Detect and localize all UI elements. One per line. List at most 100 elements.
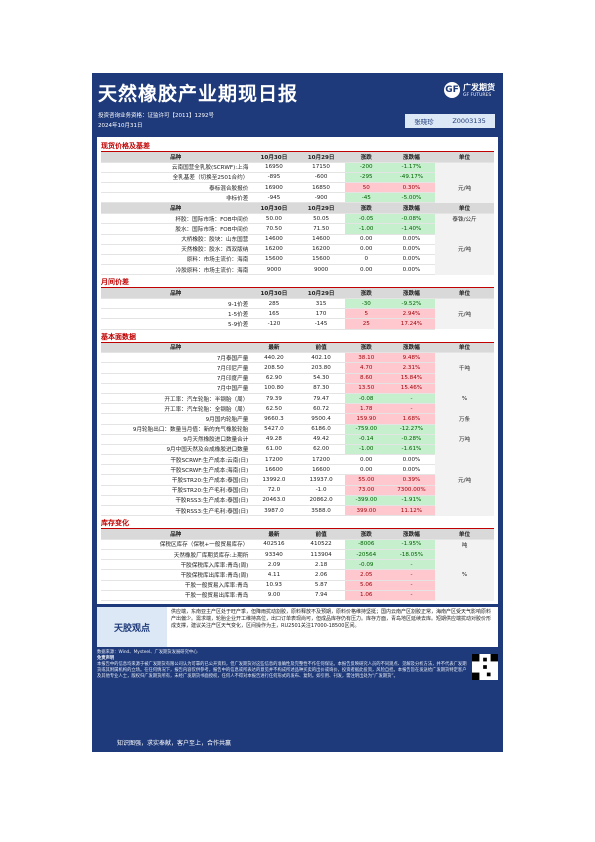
unit	[435, 298, 494, 309]
cell: 1.78	[344, 403, 388, 415]
cell: 315	[297, 298, 345, 310]
item-name: 干胶一般贸易出库率:青岛	[101, 590, 251, 602]
cell: -49.17%	[387, 172, 436, 184]
cell: 440.20	[250, 352, 298, 364]
column-header: 单位	[435, 152, 494, 163]
cell: -1.40%	[387, 223, 436, 235]
cell: 0	[344, 254, 388, 266]
table-row: 开工率：汽车轮胎：半钢胎（周） 79.39 79.47 -0.08-%	[101, 393, 494, 405]
cell: -1.91%	[387, 495, 436, 507]
company-name-en: GF FUTURES	[463, 93, 492, 98]
column-header: 涨跌幅	[387, 529, 436, 540]
unit: 万吨	[435, 434, 494, 445]
cell: 165	[250, 308, 298, 320]
table-row: 1-5价差 165 170 5 2.94% 元/吨	[101, 308, 494, 320]
cell: -399.00	[344, 495, 388, 507]
table-row: 天然橡胶厂库期货库存:上期所 93340 113904 -20564 -18.05%	[101, 549, 494, 561]
table-row: 大桥橡胶：胶块：山东国营 14600 14600 0.00 0.00%	[101, 234, 494, 245]
cell: 50.00	[250, 213, 298, 225]
column-header: 最新	[250, 529, 298, 540]
table-row: 干胶STR20:生产成本:泰国(日) 13992.0 13937.0 55.00 0.3…	[101, 474, 494, 486]
cell: 9000	[297, 264, 345, 276]
item-name: 干胶一般贸易入库率:青岛	[101, 580, 251, 591]
item-name: 原料：市场主流价：海南	[101, 254, 251, 266]
table-row: 保税区库存（保税+一般贸易库存） 402516 410522 -8006 -1.95% 吨	[101, 539, 494, 551]
cell: 15.46%	[387, 383, 436, 394]
unit	[435, 590, 494, 601]
disclaimer-title: 免责声明	[97, 656, 115, 661]
cell: 5	[344, 308, 388, 320]
unit: 万条	[435, 413, 494, 424]
cell: -1.00	[344, 223, 388, 235]
cell: 93340	[250, 549, 298, 561]
cell: 2.94%	[387, 308, 436, 320]
table-row: 干胶一般贸易入库率:青岛 10.93 5.87 5.06-	[101, 580, 494, 591]
cell: 203.80	[297, 362, 345, 374]
cell: 10.93	[250, 580, 298, 591]
cell: 49.28	[250, 434, 298, 445]
cell: 15600	[297, 254, 345, 266]
cell: 0.00	[344, 464, 388, 476]
column-header: 单位	[435, 342, 494, 354]
cell: 0.00	[344, 244, 388, 255]
cell: 159.90	[344, 413, 388, 425]
item-name: 开工率：汽车轮胎：全钢胎（周）	[101, 403, 251, 415]
cell: 16600	[250, 464, 298, 476]
qualification: 投资咨询业务资格：证监许可【2011】1292号	[98, 113, 214, 119]
cell: 8.60	[344, 373, 388, 384]
cell: 71.50	[297, 223, 345, 235]
data-table: 品种 最新 前值 涨跌 涨跌幅 单位 7月泰国产量 440.20 402.10 38.10 9.48…	[101, 342, 494, 517]
cell: 0.00%	[387, 264, 436, 276]
column-header: 涨跌	[344, 288, 388, 299]
cell: -5.00%	[387, 192, 436, 204]
slogan: 知识图强，求实奉献，客户至上，合作共赢	[117, 740, 232, 747]
item-name: 云南国营全乳胶(SCRWF):上海	[101, 162, 251, 173]
column-header: 前值	[297, 342, 345, 354]
cell: -20564	[344, 549, 388, 561]
cell: -0.08%	[387, 213, 436, 225]
cell: 73.00	[344, 485, 388, 496]
cell: 0.00	[344, 234, 388, 245]
cell: -1.61%	[387, 444, 436, 456]
viewpoint-label: 天胶观点	[97, 607, 167, 647]
cell: 49.42	[297, 434, 345, 445]
column-header: 10月30日	[250, 152, 298, 163]
cell: -30	[344, 298, 388, 310]
column-header: 最新	[250, 342, 298, 354]
qr-code	[472, 654, 498, 680]
cell: 285	[250, 298, 298, 310]
item-name: 天然橡胶厂库期货库存:上期所	[101, 549, 251, 561]
cell: 7300.00%	[387, 485, 436, 496]
data-table: 品种 最新 前值 涨跌 涨跌幅 单位 保税区库存（保税+一般贸易库存） 402516 41052…	[101, 529, 494, 602]
disclaimer: 本报告中的信息均来源于被广发期货有限公司认为可靠的已公开资料，但广发期货对这些信…	[97, 662, 467, 679]
report: 天然橡胶产业期现日报 GF 广发期货 GF FUTURES 投资咨询业务资格：证监…	[92, 73, 503, 752]
cell: 399.00	[344, 505, 388, 517]
cell: 15.84%	[387, 373, 436, 384]
table-row: 全乳基差（切换至2501合约） -895 -600 -295 -49.17%	[101, 172, 494, 184]
unit	[435, 264, 494, 275]
unit	[435, 424, 494, 435]
cell: 402.10	[297, 352, 345, 364]
cell: -	[387, 569, 436, 581]
table-row: 干胶一般贸易出库率:青岛 9.00 7.94 1.06-	[101, 590, 494, 602]
cell: -200	[344, 162, 388, 173]
table-row: 胶水：国际市场：FOB中间价 70.50 71.50 -1.00 -1.40%	[101, 223, 494, 235]
item-name: 保税区库存（保税+一般贸易库存）	[101, 539, 251, 551]
cell: 7.94	[297, 590, 345, 602]
cell: 16900	[250, 182, 298, 194]
cell: 0.30%	[387, 182, 436, 194]
section-title: 基本面数据	[101, 332, 494, 343]
unit	[435, 505, 494, 516]
unit	[435, 192, 494, 203]
item-name: 非标价差	[101, 192, 251, 204]
cell: 2.09	[250, 559, 298, 571]
item-name: 9月中国天然及合成橡胶进口数量	[101, 444, 251, 456]
cell: -	[387, 403, 436, 415]
table-row: 原料：市场主流价：海南 15600 15600 0 0.00%	[101, 254, 494, 266]
cell: 17200	[250, 454, 298, 466]
unit	[435, 254, 494, 265]
cell: 79.39	[250, 393, 298, 405]
column-header: 10月29日	[297, 288, 345, 299]
item-name: 干胶SCRWF:生产成本:云南(日)	[101, 454, 251, 466]
data-table: 品种 10月30日 10月29日 涨跌 涨跌幅 单位 云南国营全乳胶(SCRWF):上海 16…	[101, 152, 494, 204]
